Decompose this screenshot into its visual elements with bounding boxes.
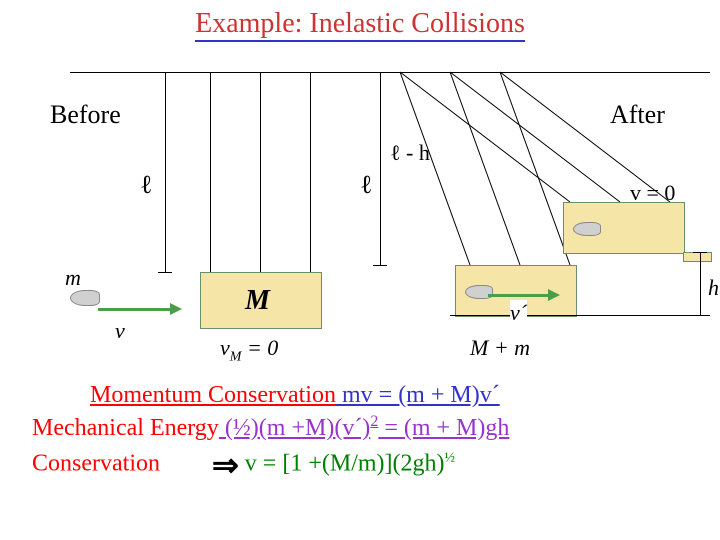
after-strings bbox=[10, 40, 710, 360]
arrow-head-icon bbox=[548, 289, 560, 301]
v-eq-0-label: v = 0 bbox=[630, 180, 675, 206]
m-label: m bbox=[65, 265, 81, 291]
momentum-eqn: mv = (m + M)v´ bbox=[336, 382, 500, 408]
implies-arrow-icon: ⇒ bbox=[212, 446, 239, 484]
energy-eqn-b: = (m + M)gh bbox=[378, 415, 509, 441]
ell-label-1: ℓ bbox=[140, 170, 152, 200]
diagram: Before After ℓ ℓ ℓ - h v = 0 m v M vM = … bbox=[10, 40, 710, 360]
conservation-label: Conservation bbox=[32, 451, 160, 477]
ell-label-2: ℓ bbox=[360, 170, 372, 200]
before-label: Before bbox=[50, 100, 121, 130]
v-label: v bbox=[115, 318, 125, 344]
vM0-v: v bbox=[220, 335, 230, 360]
dim-cap bbox=[373, 72, 387, 73]
page-title: Example: Inelastic Collisions bbox=[195, 8, 525, 42]
equations: Momentum Conservation mv = (m + M)v´ Mec… bbox=[0, 380, 720, 486]
result-line: Conservation ⇒ v = [1 +(M/m)](2gh)½ bbox=[0, 444, 720, 486]
dim-ell-h bbox=[380, 72, 381, 265]
platform bbox=[683, 252, 712, 262]
vprime-label: v´ bbox=[510, 300, 527, 326]
momentum-line: Momentum Conservation mv = (m + M)v´ bbox=[0, 380, 720, 411]
vM0-sub: M bbox=[230, 349, 242, 364]
ell-minus-h-label: ℓ - h bbox=[390, 140, 430, 166]
energy-eqn-a: (½)(m +M)(v´) bbox=[219, 415, 371, 441]
energy-line: Mechanical Energy (½)(m +M)(v´)2 = (m + … bbox=[0, 411, 720, 444]
momentum-label: Momentum Conservation bbox=[90, 382, 336, 408]
Mplusm-label: M + m bbox=[470, 335, 530, 361]
M-label: M bbox=[245, 285, 270, 317]
ground-line bbox=[450, 315, 710, 316]
dim-cap bbox=[693, 252, 707, 253]
dim-h bbox=[700, 252, 701, 315]
energy-label: Mechanical Energy bbox=[32, 415, 219, 441]
result-eqn: v = [1 +(M/m)](2gh) bbox=[245, 451, 445, 477]
dim-cap bbox=[373, 265, 387, 266]
vM0-label: vM = 0 bbox=[220, 335, 278, 365]
h-label: h bbox=[708, 275, 719, 301]
after-label: After bbox=[610, 100, 665, 130]
vprime-arrow bbox=[488, 294, 548, 297]
bullet-after-high bbox=[573, 222, 601, 236]
result-sup: ½ bbox=[445, 451, 456, 466]
vM0-eq: = 0 bbox=[241, 335, 278, 360]
